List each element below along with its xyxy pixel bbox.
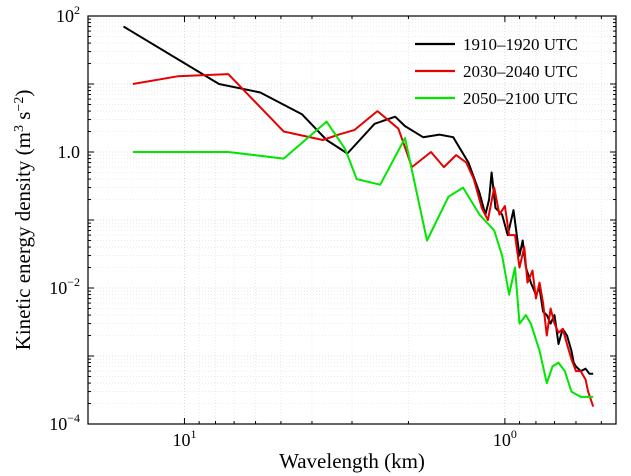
legend-label: 1910–1920 UTC [463, 35, 578, 54]
legend: 1910–1920 UTC 2030–2040 UTC 2050–2100 UTC [415, 35, 578, 108]
y-tick-label: 1.0 [58, 142, 81, 162]
x-tick-label: 101 [172, 427, 196, 450]
series-line-3 [132, 120, 594, 398]
x-tick-label: 100 [493, 427, 517, 450]
series-line-2 [132, 73, 595, 407]
y-axis-title: Kinetic energy density (m3 s−2) [11, 90, 35, 351]
axis-ticks: 102 1.0 10−2 10−4 101 100 [49, 3, 616, 450]
series-lines [122, 25, 595, 407]
x-axis-title: Wavelength (km) [279, 449, 425, 473]
y-tick-label: 10−4 [49, 411, 80, 434]
y-tick-label: 102 [56, 3, 80, 26]
y-tick-label: 10−2 [49, 275, 80, 298]
legend-label: 2030–2040 UTC [463, 62, 578, 81]
legend-label: 2050–2100 UTC [463, 89, 578, 108]
grid [87, 16, 616, 425]
